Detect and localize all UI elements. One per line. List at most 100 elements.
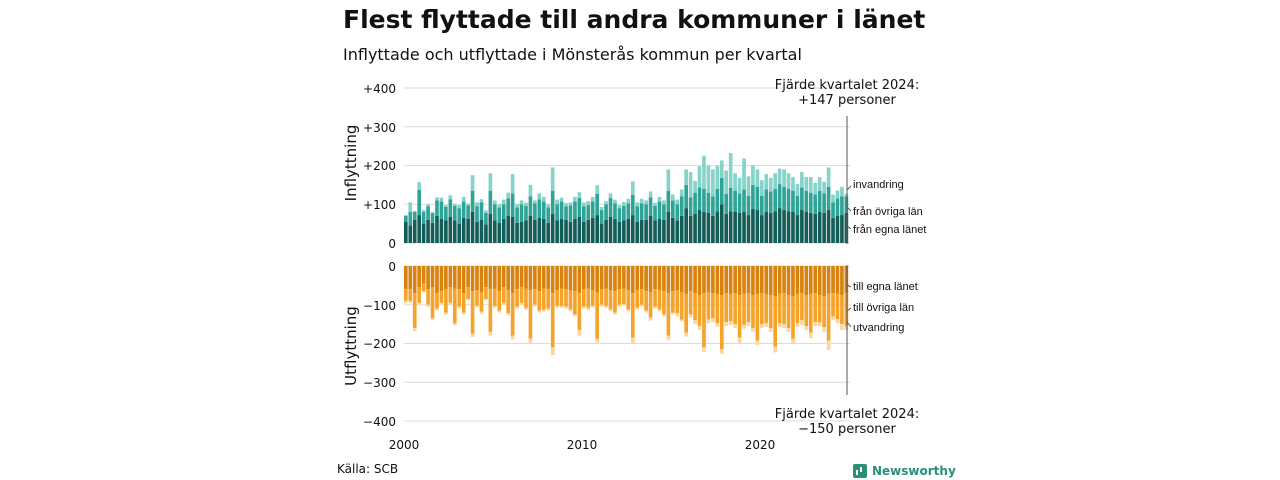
newsworthy-logo[interactable]: Newsworthy [853,462,956,480]
bar-in-s2-q59 [666,169,671,191]
bar-out-s2-q32 [546,308,551,311]
bar-in-s1-q3 [417,189,421,216]
bar-in-s1-q49 [622,205,626,221]
bar-out-s0-q18 [484,266,488,288]
bar-out-s0-q86 [786,266,791,296]
bar-out-s1-q14 [466,287,470,299]
label-till-egna-lanet: till egna länet [853,281,918,293]
bar-out-s2-q94 [822,327,826,332]
bar-out-s0-q37 [568,266,573,291]
bar-in-s1-q60 [671,200,675,218]
bar-in-s2-q13 [461,196,466,202]
bar-out-s2-q70 [715,322,720,327]
bar-out-s0-q85 [782,266,786,294]
bar-out-s0-q99 [844,266,849,294]
bar-in-s2-q17 [479,199,484,203]
bar-in-s2-q1 [408,202,413,212]
y-tick-top-4: 0 [388,237,396,251]
bar-out-s1-q46 [608,290,613,310]
bar-in-s1-q74 [733,190,737,212]
bar-in-s0-q27 [524,220,528,244]
bar-out-s1-q13 [461,293,466,313]
bar-in-s2-q46 [608,193,613,199]
bar-in-s2-q81 [764,174,769,190]
bar-out-s1-q74 [733,293,737,325]
bar-in-s1-q76 [742,189,746,213]
bar-out-s1-q73 [728,293,733,322]
bar-out-s0-q92 [813,266,818,294]
bar-out-s1-q90 [804,295,809,327]
bar-out-s2-q66 [697,326,702,330]
bar-in-s2-q45 [604,201,608,205]
bar-out-s2-q51 [630,337,635,344]
bar-out-s1-q86 [786,295,791,328]
bar-in-s2-q24 [510,174,515,194]
bar-out-s0-q80 [760,266,764,294]
bar-out-s1-q56 [653,289,657,307]
bar-out-s2-q7 [435,308,439,311]
bar-in-s1-q92 [813,194,818,214]
bar-out-s2-q57 [657,309,662,312]
x-ticks: 2000 2010 2020 [389,438,776,452]
bar-out-s1-q29 [533,289,537,305]
bar-out-s0-q27 [524,266,528,289]
bar-in-s2-q84 [777,168,782,185]
bar-out-s1-q12 [457,289,462,307]
bar-in-s0-q74 [733,212,737,243]
bar-out-s2-q54 [644,310,648,313]
utflyttning-bars [404,266,849,356]
bar-out-s0-q2 [412,266,417,294]
bar-in-s2-q16 [475,202,479,207]
bar-in-s1-q96 [831,202,835,218]
source-note: Källa: SCB [337,462,399,476]
bar-out-s2-q31 [541,309,546,312]
bar-in-s1-q99 [844,196,849,213]
bar-in-s0-q9 [444,220,448,244]
bar-out-s2-q61 [675,313,680,317]
bar-out-s2-q87 [791,338,795,344]
bar-out-s0-q35 [559,266,564,289]
bar-out-s1-q37 [568,290,573,310]
bar-in-s0-q96 [831,217,835,243]
bar-in-s1-q98 [840,196,844,216]
bar-in-s0-q87 [791,212,795,243]
bar-in-s1-q2 [412,212,417,220]
bar-in-s0-q7 [435,215,439,244]
bar-in-s2-q69 [711,169,715,197]
bar-in-s2-q55 [648,191,653,198]
bar-out-s1-q99 [844,293,849,327]
bar-in-s1-q41 [586,205,591,220]
bar-out-s1-q27 [524,288,528,308]
bar-out-s2-q90 [804,326,809,330]
bar-out-s1-q21 [497,291,502,311]
bar-in-s0-q72 [724,213,729,243]
bar-out-s2-q96 [831,316,835,321]
bar-in-s1-q44 [599,210,604,224]
bar-in-s0-q16 [475,221,479,243]
bar-in-s2-q4 [421,210,426,212]
bar-in-s1-q45 [604,204,608,220]
bar-out-s0-q4 [421,266,426,284]
bar-out-s1-q80 [760,293,764,325]
bar-out-s0-q56 [653,266,657,290]
bar-in-s1-q90 [804,190,809,212]
bar-in-s1-q18 [484,212,488,225]
bar-out-s0-q44 [599,266,604,290]
bar-in-s1-q0 [404,215,408,222]
bar-in-s1-q83 [773,188,777,212]
bar-in-s0-q4 [421,223,426,244]
bar-out-s1-q76 [742,293,746,325]
bar-in-s0-q44 [599,223,604,244]
bar-in-s1-q17 [479,202,484,220]
bar-in-s0-q40 [582,221,586,243]
bar-in-s0-q18 [484,224,488,243]
bar-in-s0-q28 [528,215,533,244]
bar-out-s1-q64 [688,291,693,315]
bar-in-s0-q75 [737,212,742,244]
y-axis-title-top: Inflyttning [342,125,360,202]
bar-out-s0-q40 [582,266,586,290]
bar-out-s2-q36 [564,306,568,309]
bar-in-s2-q19 [488,173,493,191]
bar-out-s2-q4 [421,291,426,293]
bar-in-s0-q6 [430,222,435,243]
